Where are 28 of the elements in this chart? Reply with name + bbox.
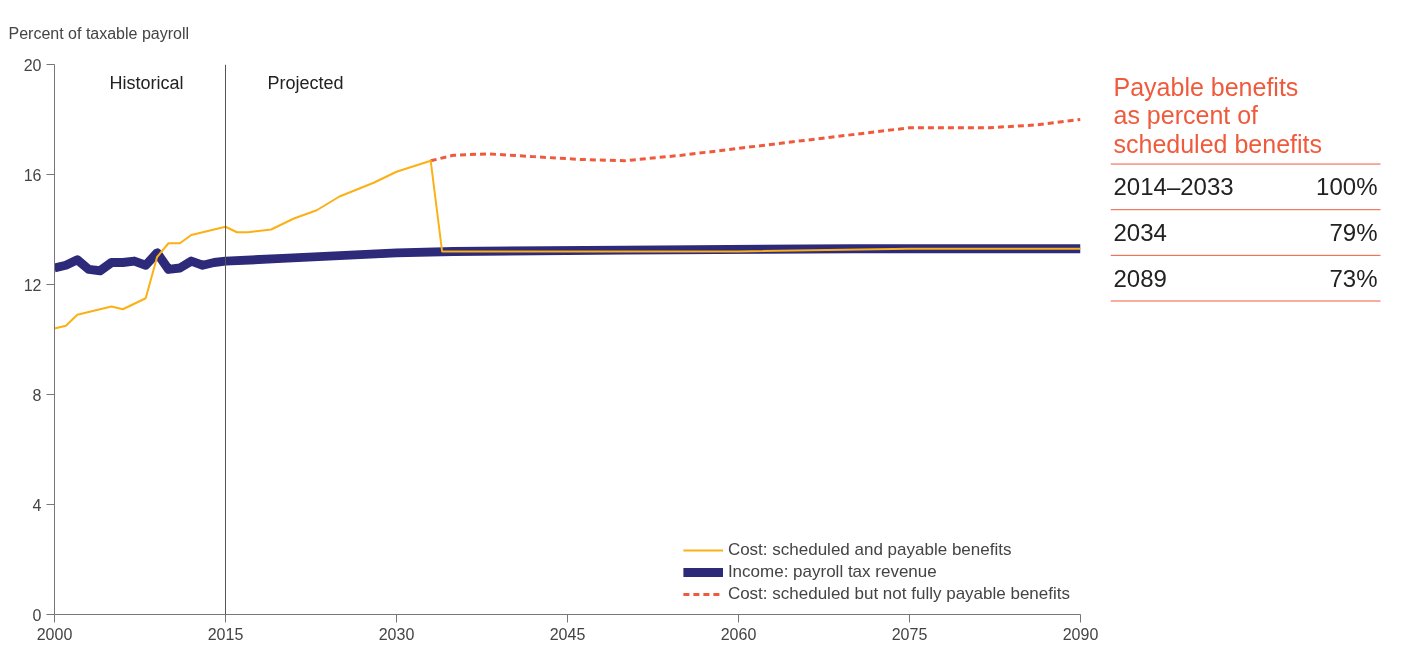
annotation: Historical <box>109 72 184 93</box>
x-tick-label: 2015 <box>207 625 244 643</box>
x-tick-label: 2090 <box>1062 625 1099 643</box>
category-label: 2089 <box>1113 264 1167 292</box>
text: Payable benefits as percent of scheduled benefits <box>1113 72 1322 158</box>
y-axis-title: Percent of taxable payroll <box>8 25 190 42</box>
x-tick-label: 2075 <box>891 625 928 643</box>
y-tick-label: 4 <box>32 496 42 514</box>
category-label: 2034 <box>1113 219 1167 247</box>
text: 73% <box>1329 264 1378 292</box>
y-tick-label: 12 <box>23 276 42 294</box>
y-tick-label: 8 <box>32 386 42 404</box>
legend-label: Cost: scheduled but not fully payable benefits <box>727 584 1070 604</box>
legend-label: Income: payroll tax revenue <box>727 562 937 582</box>
text: 100% <box>1316 173 1378 201</box>
line-series <box>429 118 1081 163</box>
legend-label: Cost: scheduled and payable benefits <box>727 540 1012 560</box>
x-tick-label: 2060 <box>720 625 757 643</box>
y-tick-label: 20 <box>23 56 42 74</box>
y-tick-label: 0 <box>32 606 42 624</box>
y-tick-label: 16 <box>23 166 42 184</box>
category-label: 2014–2033 <box>1113 173 1234 201</box>
x-tick-label: 2000 <box>36 625 73 643</box>
line-series <box>54 159 1081 330</box>
x-tick-label: 2030 <box>378 625 415 643</box>
x-tick-label: 2045 <box>549 625 586 643</box>
annotation: Projected <box>267 72 344 93</box>
text: 79% <box>1329 219 1378 247</box>
